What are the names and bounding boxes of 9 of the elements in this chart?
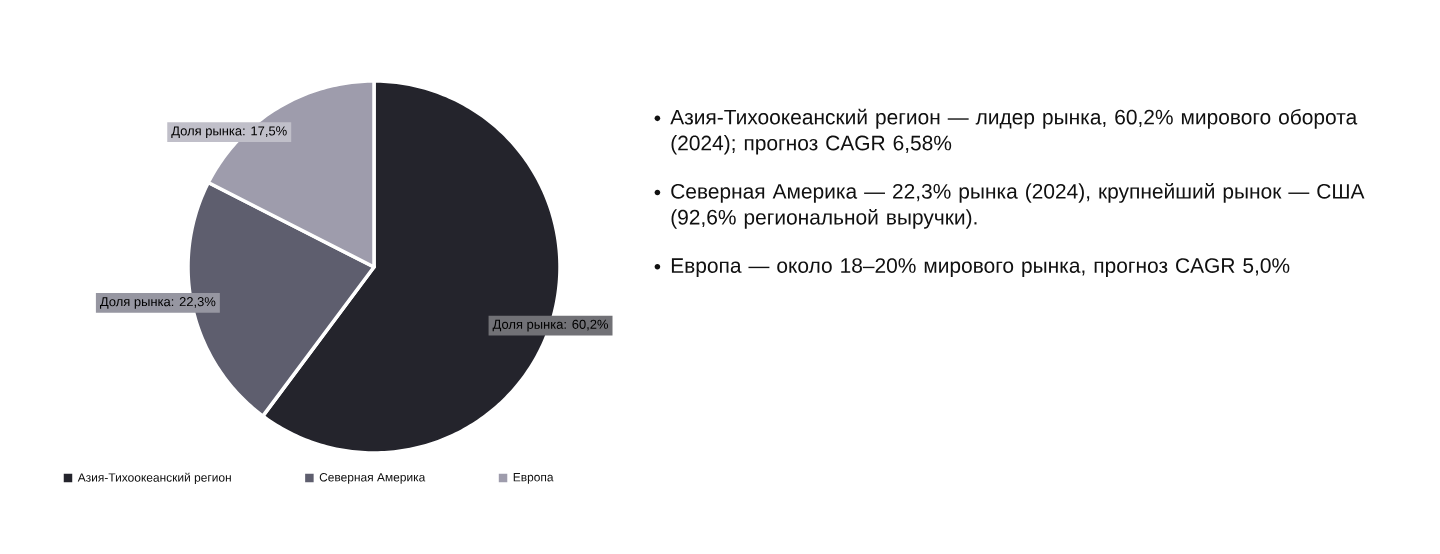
legend-label: Европа [513, 473, 554, 484]
data-label: Доля рынка: 60,2% [492, 319, 609, 332]
data-label: Доля рынка: 17,5% [171, 126, 287, 139]
data-label: Доля рынка: 22,3% [99, 297, 216, 309]
text: Северная Америка — 22,3% рынка (2024), крупнейший рынок — США (92,6% региональной выручки). [671, 183, 1365, 229]
text: Европа — около 18–20% мирового рынка, прогноз CAGR 5,0% [671, 258, 1290, 278]
legend-label: Азия-Тихоокеанский регион [77, 472, 231, 485]
legend-label: Северная Америка [319, 473, 426, 484]
text: Азия-Тихоокеанский регион — лидер рынка, 60,2% мирового оборота (2024); прогноз CAGR 6,58% [670, 108, 1358, 155]
